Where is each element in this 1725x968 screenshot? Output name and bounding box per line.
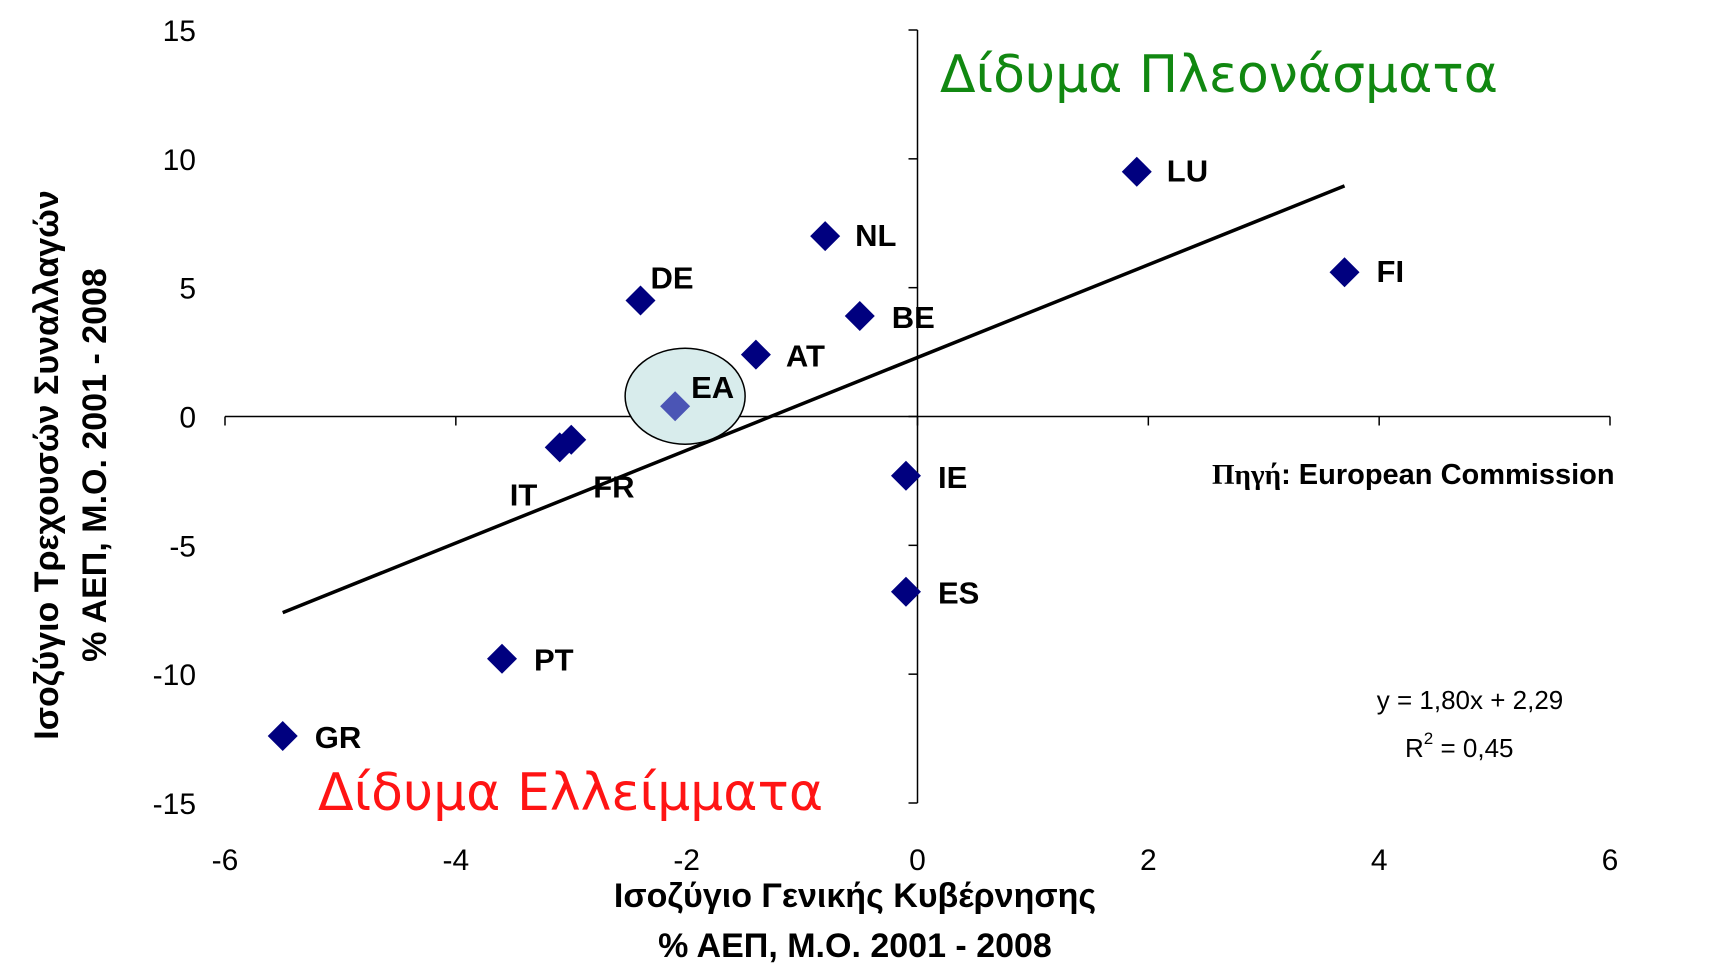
r2-value: = 0,45 <box>1433 733 1513 763</box>
y-tick-label: -10 <box>153 659 196 692</box>
point-label-fr: FR <box>593 470 634 505</box>
point-marker-pt <box>487 643 517 674</box>
x-tick-label: 0 <box>909 844 926 877</box>
source-greek: Πηγή <box>1212 459 1281 491</box>
tick-labels: -6 -4 -2 0 2 4 6 15 10 5 0 -5 -10 -15 <box>153 15 1619 877</box>
x-tick-label: -2 <box>673 844 700 877</box>
region-top-label: Δίδυμα Πλεονάσματα <box>940 45 1498 105</box>
point-label-pt: PT <box>534 643 574 678</box>
point-marker-ea <box>660 391 691 422</box>
point-label-at: AT <box>786 339 825 374</box>
y-tick-label: -15 <box>153 788 196 821</box>
point-label-fi: FI <box>1377 254 1405 289</box>
highlight-group <box>624 347 746 445</box>
x-axis-title-line2: % ΑΕΠ, Μ.Ο. 2001 - 2008 <box>658 927 1052 965</box>
y-tick-label: -5 <box>169 530 196 563</box>
point-label-be: BE <box>892 300 935 335</box>
y-tick-label: 10 <box>163 144 196 177</box>
source-latin: : European Commission <box>1281 459 1615 491</box>
highlight-ellipse <box>624 347 746 445</box>
point-marker-at <box>740 339 771 370</box>
point-label-gr: GR <box>315 720 362 755</box>
point-marker-be <box>844 301 875 332</box>
point-label-de: DE <box>651 261 694 296</box>
r2-sup: 2 <box>1424 729 1433 748</box>
x-axis-title-line1: Ισοζύγιο Γενικής Κυβέρνησης <box>614 877 1096 915</box>
point-marker-lu <box>1121 156 1152 187</box>
y-tick-label: 15 <box>163 15 196 48</box>
point-label-ie: IE <box>938 460 967 495</box>
r2-prefix: R <box>1405 733 1424 763</box>
point-marker-de <box>625 285 656 316</box>
points-group: LU NL DE FI BE AT EA IT FR IE ES PT GR <box>267 154 1405 755</box>
x-tick-label: -6 <box>212 844 239 877</box>
point-label-nl: NL <box>855 218 896 253</box>
x-tick-label: 2 <box>1140 844 1157 877</box>
source-note: Πηγή: European Commission <box>1212 459 1615 491</box>
x-tick-label: 6 <box>1602 844 1619 877</box>
y-axis-title-line2: % ΑΕΠ, Μ.Ο. 2001 - 2008 <box>76 268 114 662</box>
point-label-it: IT <box>510 477 538 512</box>
point-label-es: ES <box>938 576 979 611</box>
region-bottom-label: Δίδυμα Ελλείμματα <box>318 763 823 823</box>
y-axis-title-line1: Ισοζύγιο Τρεχουσών Συναλλαγών <box>28 190 66 740</box>
point-label-ea: EA <box>691 370 734 405</box>
axes-group <box>224 29 1611 804</box>
y-tick-label: 5 <box>179 273 196 306</box>
trendline-group <box>282 184 1346 615</box>
y-tick-label: 0 <box>179 402 196 435</box>
x-tick-label: 4 <box>1371 844 1388 877</box>
point-marker-fi <box>1329 257 1360 288</box>
trendline <box>282 184 1346 615</box>
x-tick-label: -4 <box>442 844 469 877</box>
point-marker-nl <box>810 221 841 252</box>
point-marker-fr <box>556 424 587 455</box>
trend-r2: R2 = 0,45 <box>1405 729 1513 763</box>
point-marker-gr <box>267 721 298 752</box>
point-marker-ie <box>890 460 921 491</box>
point-marker-es <box>890 576 921 607</box>
trend-equation: y = 1,80x + 2,29 <box>1377 685 1563 715</box>
point-label-lu: LU <box>1167 154 1208 189</box>
